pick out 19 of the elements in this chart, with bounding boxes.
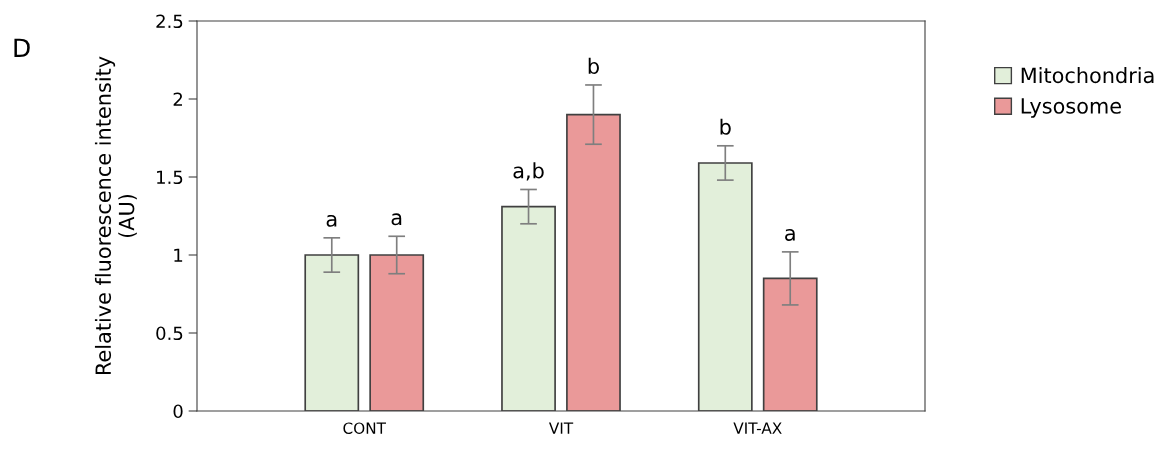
data-label: b [720,118,731,135]
data-label: a,b [513,162,544,181]
legend-label: Lysosome [1021,98,1121,118]
x-tick-label: VIT [548,422,574,434]
text: D [14,38,30,57]
y-tick-label: 1.5 [157,170,183,185]
x-tick-label: CONT [343,422,387,434]
y-axis-title: Relative fluorescence intensity (AU) [94,56,137,375]
y-tick-label: 0 [173,404,183,419]
data-label: b [588,57,599,74]
x-tick-label: VIT-AX [733,422,782,434]
y-tick-label: 0.5 [156,326,183,341]
y-tick-label: 2.5 [156,14,183,29]
y-tick-label: 1 [174,248,183,262]
data-label: a [785,228,795,241]
legend-label: Mitochondria [1021,67,1154,84]
data-label: a [391,213,402,226]
y-tick-label: 2 [173,92,182,106]
data-label: a [326,214,337,227]
